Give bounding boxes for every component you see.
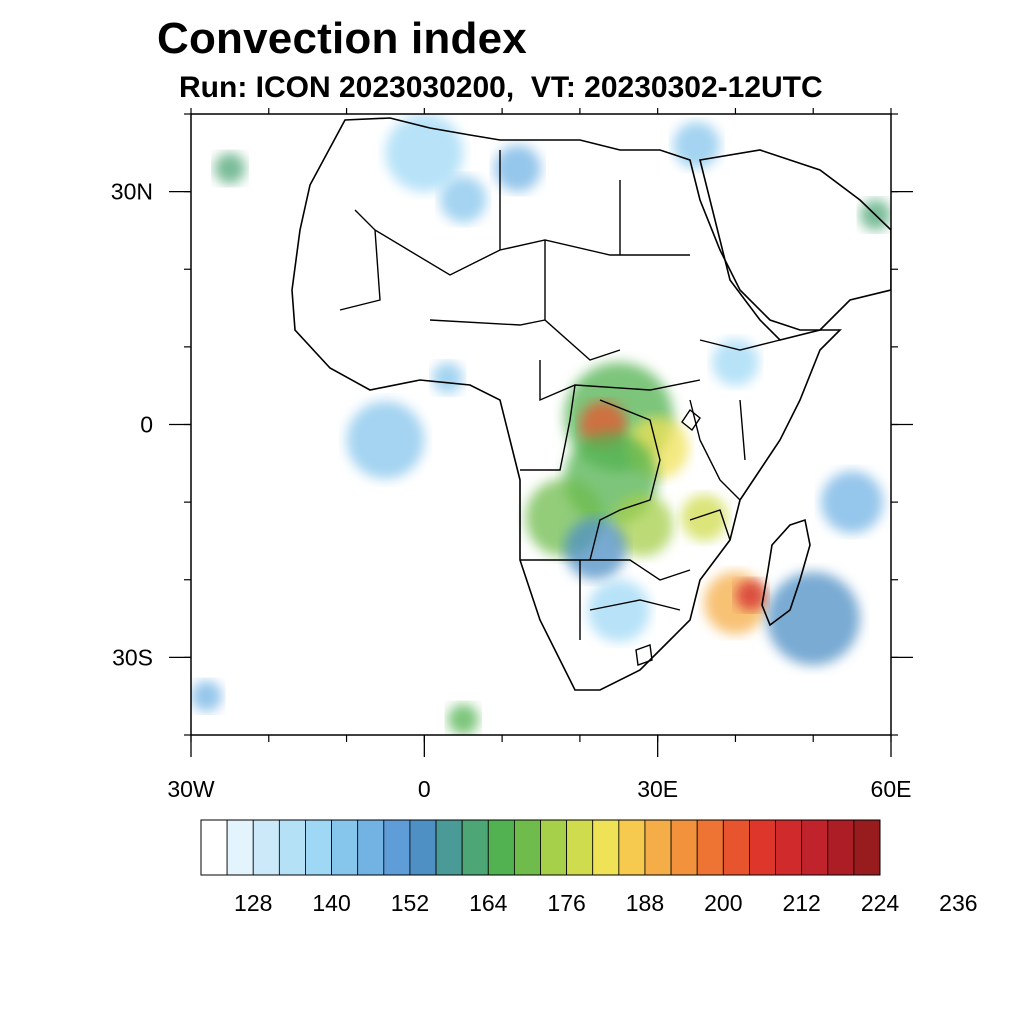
convection-cell (766, 571, 860, 666)
convection-cell (432, 362, 464, 394)
convection-cell (735, 579, 767, 611)
colorbar-swatch (722, 819, 750, 876)
country-borders (339, 150, 781, 666)
colorbar-swatch (670, 819, 698, 876)
lon-tick-label: 0 (418, 776, 431, 802)
colorbar-swatch (827, 819, 855, 876)
arabia-coastline (699, 149, 891, 341)
colorbar-swatch (853, 819, 881, 876)
colorbar-swatch (644, 819, 672, 876)
convection-cell (385, 114, 464, 192)
colorbar-swatch (801, 819, 829, 876)
map-axes: 30W 0 30E 60E 30N 0 30S (111, 108, 913, 802)
colorbar-swatch (435, 819, 463, 876)
colorbar-swatch (226, 819, 254, 876)
colorbar-swatch (540, 819, 568, 876)
madagascar-coastline (761, 518, 811, 627)
colorbar-swatch (409, 819, 437, 876)
convection-cell (191, 680, 223, 712)
convection-cell (439, 176, 487, 223)
colorbar-swatch (592, 819, 620, 876)
convection-cell (681, 494, 728, 541)
convection-cell (214, 152, 246, 184)
colorbar-swatch (200, 819, 228, 876)
convection-cell (611, 494, 674, 557)
convection-cell (587, 579, 650, 642)
colorbar-label: 224 (861, 890, 900, 916)
colorbar-swatch (487, 819, 515, 876)
colorbar-swatch (305, 819, 332, 876)
colorbar-swatch (331, 819, 359, 876)
lat-tick-label: 0 (140, 412, 153, 438)
colorbar-swatch (513, 819, 541, 876)
colorbar-swatch (461, 819, 489, 876)
colorbar-outline (200, 819, 881, 876)
convection-cell (346, 401, 425, 479)
convection-cell (447, 703, 479, 735)
colorbar-swatch (278, 819, 306, 876)
lat-tick-label: 30N (111, 179, 153, 205)
colorbar-label: 200 (704, 890, 742, 916)
convection-cell (821, 471, 884, 534)
colorbar-label: 176 (547, 890, 585, 916)
convection-cell (564, 517, 627, 580)
colorbar-swatch (566, 819, 594, 876)
colorbar-label: 128 (234, 890, 272, 916)
chart-title: Convection index (157, 14, 527, 63)
lon-tick-label: 60E (871, 776, 912, 802)
convection-field (191, 114, 891, 735)
colorbar-swatch (618, 819, 646, 876)
colorbar-label: 188 (626, 890, 664, 916)
colorbar: 128 140 152 164 176 188 200 212 224 236 (200, 819, 978, 916)
colorbar-label: 236 (939, 890, 977, 916)
colorbar-label: 212 (782, 890, 820, 916)
colorbar-swatch (775, 819, 803, 876)
colorbar-swatch (696, 819, 724, 876)
colorbar-label: 140 (312, 890, 350, 916)
colorbar-swatch (749, 819, 776, 876)
colorbar-swatch (357, 819, 385, 876)
lon-tick-label: 30E (637, 776, 678, 802)
colorbar-label: 164 (469, 890, 508, 916)
lat-tick-label: 30S (112, 644, 153, 670)
convection-cell (673, 121, 720, 169)
convection-cell (712, 339, 759, 386)
colorbar-swatch (252, 819, 280, 876)
convection-cell (494, 145, 541, 192)
colorbar-label: 152 (391, 890, 429, 916)
lon-tick-label: 30W (167, 776, 215, 802)
chart-subtitle: Run: ICON 2023030200, VT: 20230302-12UTC (179, 71, 823, 104)
colorbar-swatch (383, 819, 411, 876)
